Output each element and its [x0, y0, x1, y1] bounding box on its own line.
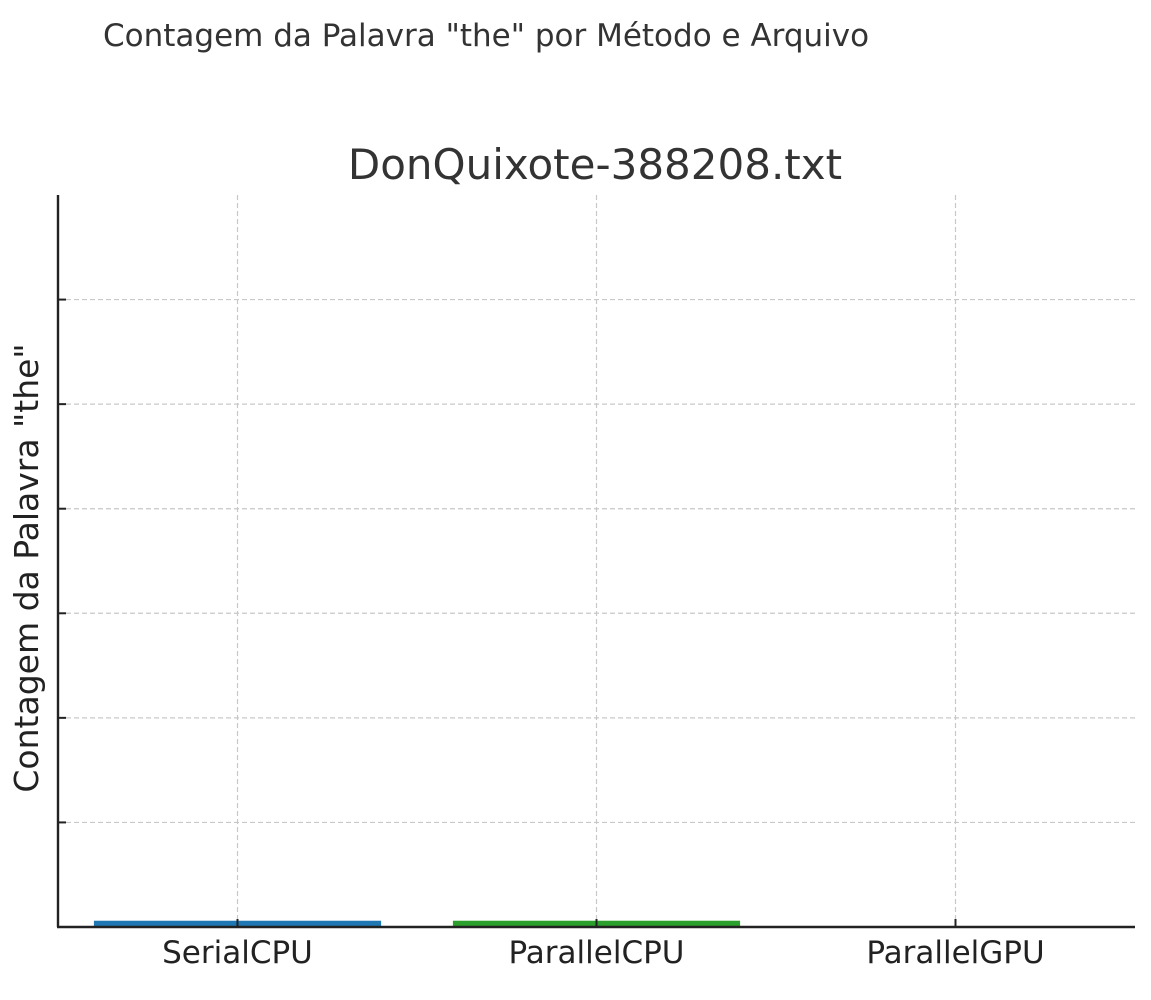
x-tick-label-0: SerialCPU: [162, 935, 313, 971]
x-gridlines: [236, 195, 957, 927]
x-ticks: SerialCPU ParallelCPU ParallelGPU: [162, 919, 1045, 971]
x-tick-label-1: ParallelCPU: [509, 935, 685, 971]
chart-title: DonQuixote-388208.txt: [348, 140, 842, 189]
y-axis-label: Contagem da Palavra "the": [7, 343, 46, 792]
y-gridlines: [58, 298, 1135, 824]
figure-suptitle: Contagem da Palavra "the" por Método e A…: [103, 18, 869, 54]
y-ticks: [58, 298, 66, 824]
x-tick-label-2: ParallelGPU: [866, 935, 1044, 971]
